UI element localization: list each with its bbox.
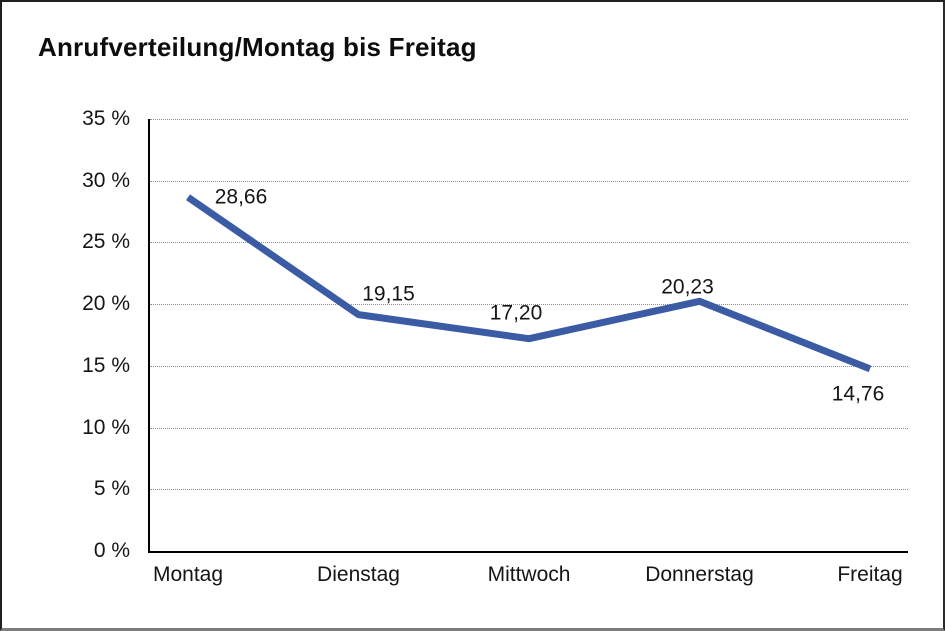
x-tick-label: Montag <box>152 563 224 586</box>
x-tick-label: Donnerstag <box>645 563 754 586</box>
gridline-5 <box>150 489 908 491</box>
x-tick-label: Dienstag <box>317 563 400 586</box>
gridline-35 <box>150 119 908 120</box>
x-tick-label: Mittwoch <box>487 563 571 586</box>
y-tick-label: 10 % <box>82 415 130 439</box>
data-point-label: 19,15 <box>362 282 415 306</box>
y-tick-label: 15 % <box>82 353 130 377</box>
gridline-15 <box>150 365 908 367</box>
chart-title: Anrufverteilung/Montag bis Freitag <box>38 32 477 62</box>
gridline-25 <box>150 242 908 244</box>
data-line <box>186 194 872 373</box>
y-tick-label: 35 % <box>82 107 130 130</box>
gridline-10 <box>150 427 908 429</box>
y-tick-label: 0 % <box>93 539 130 562</box>
plot-area <box>148 119 908 553</box>
gridline-30 <box>150 180 908 182</box>
data-point-label: 28,66 <box>214 185 268 209</box>
data-point-label: 17,20 <box>489 301 543 325</box>
y-tick-label: 25 % <box>82 230 130 254</box>
y-tick-label: 30 % <box>82 168 130 192</box>
data-point-label: 20,23 <box>661 275 714 299</box>
x-tick-label: Freitag <box>837 563 903 586</box>
data-point-label: 14,76 <box>831 382 885 406</box>
y-tick-label: 20 % <box>82 292 130 316</box>
line-series-layer <box>186 194 872 373</box>
y-tick-label: 5 % <box>93 477 130 501</box>
gridline-20 <box>150 304 908 306</box>
